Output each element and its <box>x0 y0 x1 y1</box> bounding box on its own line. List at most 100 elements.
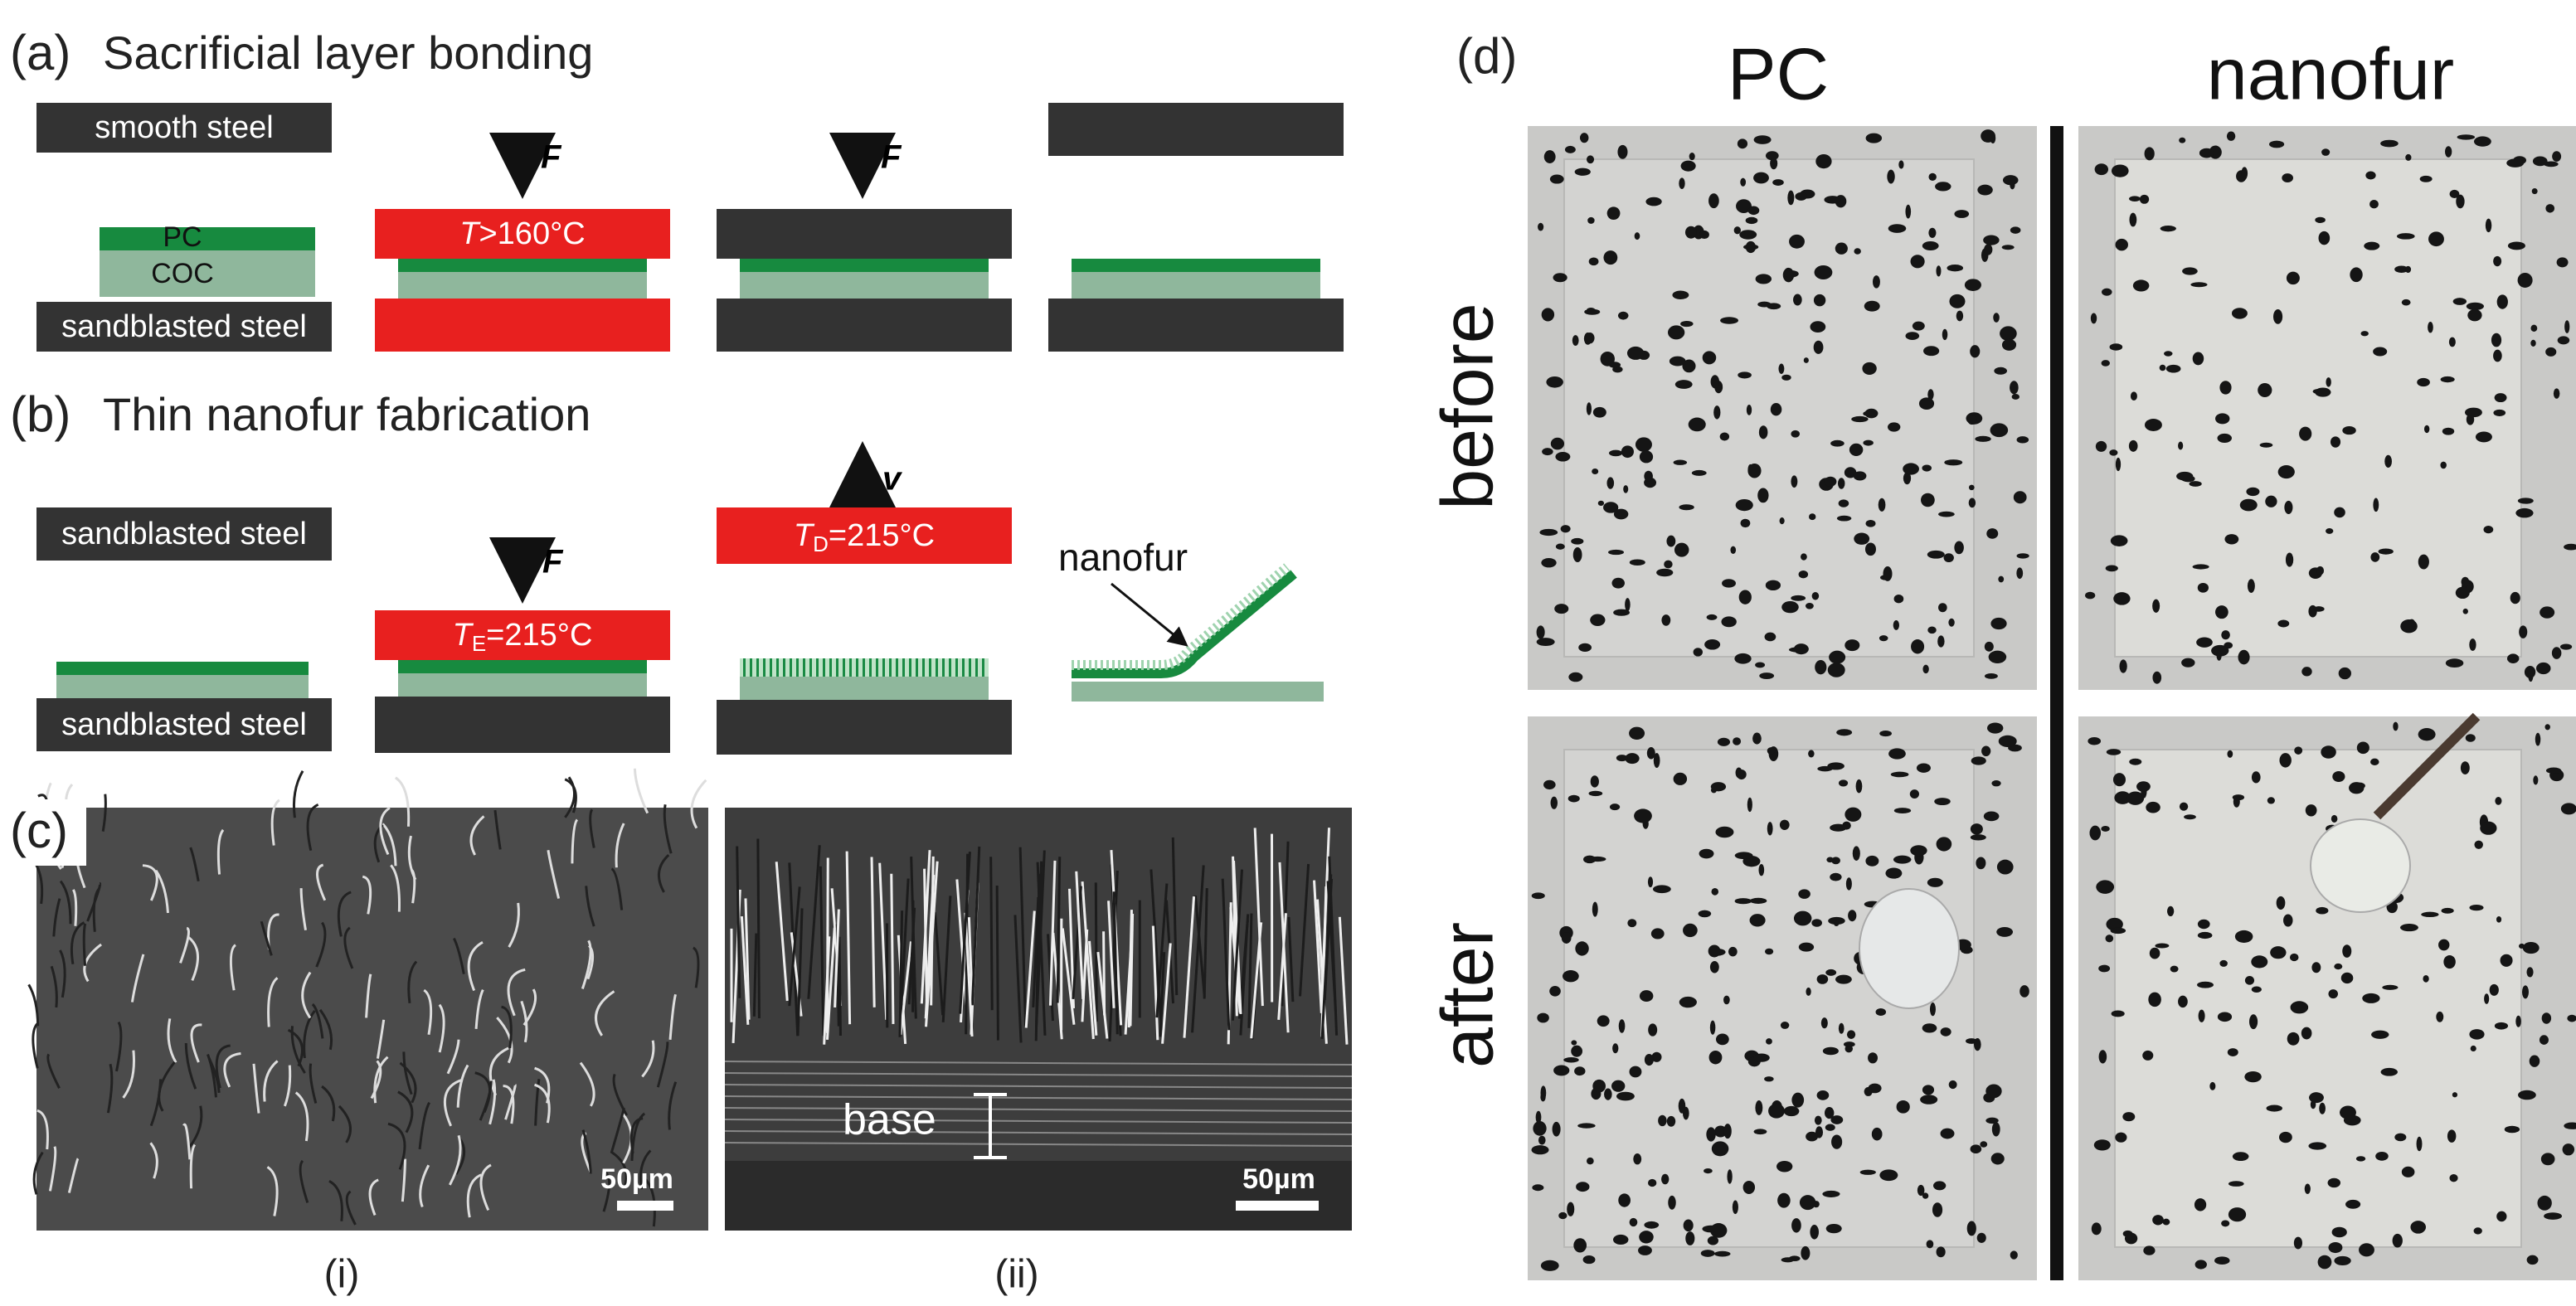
fiber <box>167 1018 177 1064</box>
particle <box>2105 565 2118 572</box>
particle <box>1893 619 1900 630</box>
particle <box>2445 658 2464 668</box>
particle <box>1708 1050 1723 1065</box>
particle <box>2228 1207 2247 1222</box>
fiber <box>301 971 312 1019</box>
fiber <box>1191 865 1205 1033</box>
particle <box>2319 1102 2326 1114</box>
particle <box>1893 808 1912 814</box>
fiber <box>1096 951 1109 1039</box>
particle <box>2530 324 2538 332</box>
particle <box>1964 279 1981 291</box>
fiber <box>454 1138 466 1175</box>
particle <box>1998 575 2005 583</box>
particle <box>2452 298 2467 305</box>
particle <box>1597 500 1605 507</box>
particle <box>2553 388 2560 399</box>
fiber <box>610 867 624 910</box>
fiber <box>1061 928 1076 1025</box>
particle <box>1976 857 1986 870</box>
particle <box>1776 1160 1793 1172</box>
particle <box>2110 535 2128 546</box>
particle <box>2129 212 2137 227</box>
particle <box>1719 432 1730 441</box>
particle <box>2136 781 2151 792</box>
layer-line <box>724 1119 1353 1124</box>
particle <box>1828 916 1845 925</box>
fiber <box>501 1005 513 1049</box>
fiber <box>114 1021 123 1072</box>
particle <box>2130 391 2137 401</box>
fiber <box>46 1053 61 1089</box>
particle <box>2098 964 2111 973</box>
particle <box>1793 643 1809 655</box>
particle <box>2114 791 2131 804</box>
fiber <box>149 1079 163 1127</box>
particle <box>2564 1122 2576 1129</box>
fiber <box>401 1158 407 1202</box>
sub-label: (ii) <box>994 1253 1038 1297</box>
fiber <box>1075 871 1085 999</box>
particle <box>2532 156 2548 167</box>
particle <box>1791 430 1801 438</box>
particle <box>2095 440 2107 452</box>
particle <box>1715 826 1734 838</box>
particle <box>2475 431 2492 443</box>
particle <box>1811 919 1822 927</box>
fiber <box>890 873 895 1024</box>
particle <box>2331 814 2338 823</box>
fiber <box>899 941 912 1035</box>
particle <box>1651 1051 1662 1062</box>
fiber <box>834 909 840 1007</box>
fiber <box>373 1056 389 1104</box>
heated-plate <box>375 209 670 259</box>
particle <box>2537 1195 2552 1211</box>
particle <box>2219 381 2232 395</box>
particle <box>2146 801 2160 813</box>
fiber <box>70 921 85 964</box>
fiber <box>402 1051 413 1095</box>
particle <box>1814 1115 1822 1125</box>
particle <box>1647 876 1654 888</box>
particle <box>2232 794 2245 801</box>
particle <box>1715 1033 1729 1046</box>
particle <box>2493 255 2502 267</box>
particle <box>1585 332 1595 344</box>
particle <box>1911 639 1925 654</box>
pc-layer <box>740 259 989 272</box>
particle <box>1810 321 1826 333</box>
particle <box>1927 389 1934 401</box>
particle <box>1693 648 1703 657</box>
particle <box>1865 133 1883 143</box>
particle <box>2002 175 2019 186</box>
particle <box>2552 151 2562 162</box>
coc-layer <box>1072 682 1324 702</box>
particle <box>1824 196 1841 204</box>
scale-bar <box>1236 1201 1319 1211</box>
particle <box>2098 1050 2107 1064</box>
particle <box>2334 1255 2351 1265</box>
particle <box>1736 770 1747 780</box>
fiber <box>756 838 761 1018</box>
particle <box>1844 467 1857 478</box>
plate-label: sandblasted steel <box>61 707 307 742</box>
particle <box>2364 241 2380 250</box>
particle <box>1627 919 1637 928</box>
plate-label: sandblasted steel <box>61 517 307 551</box>
particle <box>2417 377 2430 387</box>
fiber <box>149 1142 158 1179</box>
fiber <box>466 1173 482 1218</box>
fiber <box>507 968 526 1017</box>
particle <box>1944 459 1963 466</box>
fiber <box>641 1040 655 1078</box>
particle <box>2535 732 2541 746</box>
particle <box>2515 507 2534 518</box>
particle <box>1572 335 1579 346</box>
particle <box>1943 553 1954 563</box>
fiber <box>469 815 485 856</box>
particle <box>1587 1157 1594 1165</box>
particle <box>1927 877 1943 887</box>
particle <box>1815 153 1832 169</box>
particle <box>2401 1166 2415 1177</box>
particle <box>2228 1181 2244 1187</box>
